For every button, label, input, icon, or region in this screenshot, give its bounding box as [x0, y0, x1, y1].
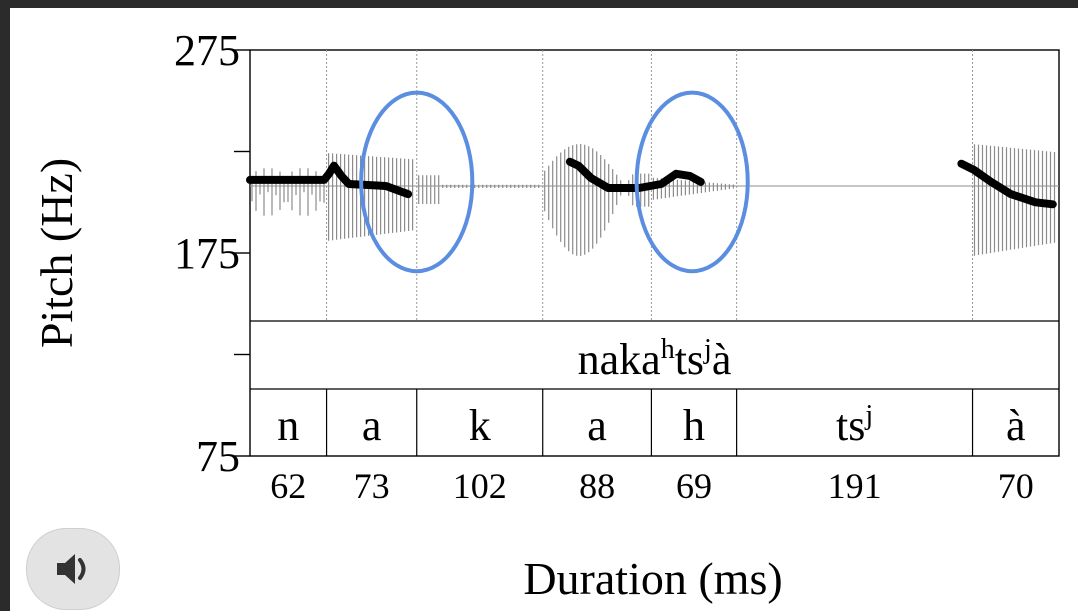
y-tick-label: 75 [196, 432, 240, 481]
pitch-contour [957, 159, 1057, 209]
segment-duration: 88 [579, 466, 615, 506]
segment-duration: 191 [828, 466, 882, 506]
segment-label: k [469, 401, 491, 450]
highlight-ellipse [634, 90, 750, 274]
word-transcription: nakahtsjà [578, 334, 732, 384]
pitch-chart: 75 175 275 Pitch (Hz) Duration (ms) n 62 a 73 k 10… [31, 26, 1060, 604]
segment-duration: 102 [453, 466, 507, 506]
segment-duration: 70 [998, 466, 1034, 506]
segment-label: a [587, 401, 607, 450]
pitch-contour [565, 157, 705, 192]
y-tick-label: 275 [174, 26, 240, 75]
segment-duration: 69 [676, 466, 712, 506]
segment-label: a [362, 401, 382, 450]
audio-play-button[interactable] [26, 528, 120, 610]
segment-label: à [1006, 401, 1026, 450]
plot-frame [249, 49, 1060, 457]
segment-label: tsj [836, 400, 873, 450]
segment-label: h [683, 401, 705, 450]
y-tick-label: 175 [174, 229, 240, 278]
chart-panel: 75 175 275 Pitch (Hz) Duration (ms) n 62 a 73 k 10… [10, 8, 1078, 611]
pitch-contour [246, 161, 413, 199]
segment-duration: 73 [354, 466, 390, 506]
highlight-ellipse [359, 90, 475, 274]
speaker-icon [57, 554, 86, 584]
segment-duration: 62 [270, 466, 306, 506]
y-axis-label: Pitch (Hz) [31, 158, 82, 348]
segment-label: n [277, 401, 299, 450]
x-axis-label: Duration (ms) [523, 553, 782, 604]
